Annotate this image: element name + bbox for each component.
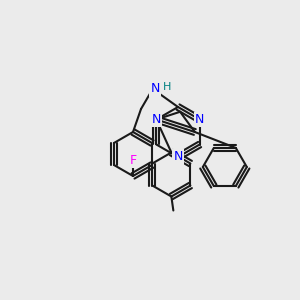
Text: N: N: [150, 82, 160, 95]
Text: F: F: [129, 154, 137, 166]
Text: N: N: [173, 151, 183, 164]
Text: N: N: [195, 113, 204, 126]
Text: N: N: [152, 113, 161, 126]
Text: H: H: [163, 82, 171, 92]
